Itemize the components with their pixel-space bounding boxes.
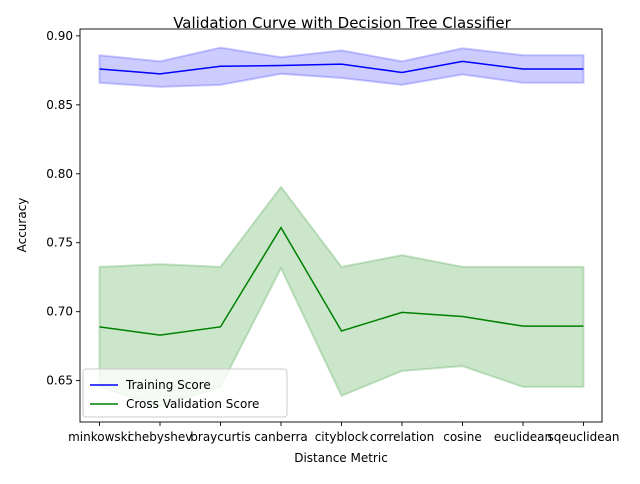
series-line-0 [99,60,584,75]
y-axis-ticks: 0.65 0.70 0.75 0.80 0.85 0.90 [46,29,80,388]
legend-box [82,368,288,418]
x-tick-label: cityblock [315,430,369,444]
chart-title: Validation Curve with Decision Tree Clas… [173,14,511,32]
x-tick-label: correlation [370,430,434,444]
x-tick-label: braycurtis [190,430,250,444]
x-tick-label: chebyshev [128,430,193,444]
y-tick-label: 0.65 [46,374,73,388]
y-tick-label: 0.75 [46,236,73,250]
confidence-band-0 [98,46,585,88]
x-tick-label: canberra [254,430,308,444]
legend: Training Score Cross Validation Score [82,368,288,418]
legend-label: Training Score [125,378,211,392]
x-tick-label: sqeuclidean [547,430,619,444]
confidence-bands [98,46,585,408]
plot-area-frame [79,28,603,423]
series-line-1 [99,226,584,336]
y-tick-label: 0.90 [46,29,73,43]
legend-label: Cross Validation Score [126,397,259,411]
y-tick-label: 0.70 [46,305,73,319]
y-axis-label: Accuracy [15,198,29,253]
x-tick-label: minkowski [68,430,131,444]
x-tick-label: cosine [443,430,482,444]
x-axis-label: Distance Metric [294,451,388,465]
x-tick-label: euclidean [494,430,552,444]
y-tick-label: 0.85 [46,98,73,112]
y-tick-label: 0.80 [46,167,73,181]
series-lines [99,60,584,336]
